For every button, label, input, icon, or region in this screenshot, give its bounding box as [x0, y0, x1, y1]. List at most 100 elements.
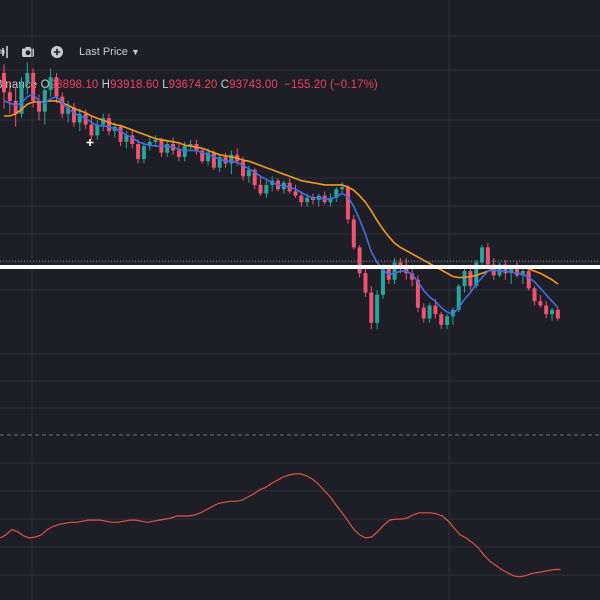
candle-body [375, 294, 380, 323]
indicator-line [0, 473, 561, 578]
ma-slow-line [4, 100, 559, 285]
candle-body [124, 135, 129, 142]
close-value: 93743.00 [229, 79, 278, 91]
candle-body [264, 184, 269, 194]
ma-fast-line [3, 93, 559, 316]
candle-body [293, 191, 298, 196]
low-label: L [162, 79, 169, 91]
candle-body [550, 309, 555, 315]
candle-body [77, 113, 82, 123]
candle-body [66, 107, 71, 114]
candle-body [415, 279, 420, 308]
candle-body [176, 150, 181, 157]
candle-body [380, 268, 385, 295]
candle-body [48, 77, 53, 91]
candle-body [480, 247, 485, 263]
candle-body [13, 100, 18, 114]
candle-body [258, 184, 263, 194]
change-value: −155.20 (−0.17%) [284, 79, 378, 91]
candle-body [95, 124, 100, 136]
candle-body [147, 141, 152, 147]
candle-body [334, 189, 339, 198]
candle-body [439, 314, 444, 325]
candle-body [19, 83, 24, 114]
candle-body [392, 262, 397, 280]
open-value: 93898.10 [49, 79, 99, 91]
candle-body [42, 90, 47, 112]
candle-body [206, 152, 211, 162]
high-label: H [101, 79, 111, 91]
candle-body [526, 271, 531, 289]
candle-body [515, 268, 520, 276]
candle-body [25, 72, 30, 84]
candle-body [223, 156, 228, 164]
candle-body [153, 139, 158, 142]
candle-body [544, 305, 549, 315]
candle-body [7, 92, 12, 101]
candle-body [538, 301, 543, 306]
candle-body [54, 77, 59, 97]
candle-body [474, 262, 479, 287]
price-mode-dropdown[interactable]: Last Price [79, 46, 128, 58]
ohlc-legend: Binance O93898.10 H93918.60 L93674.20 C9… [0, 79, 378, 91]
candle-body [229, 154, 234, 164]
close-label: C [220, 79, 230, 91]
candle-body [445, 316, 450, 325]
open-label: O [40, 79, 50, 91]
candle-body [427, 305, 432, 319]
camera-icon[interactable] [21, 45, 35, 59]
indicator-icon[interactable] [0, 45, 10, 59]
low-value: 93674.20 [168, 79, 218, 91]
candle-body [60, 96, 65, 114]
candle-body [310, 197, 315, 200]
candle-body [328, 197, 333, 203]
candle-body [404, 266, 409, 274]
candle-body [398, 262, 403, 267]
candle-body [71, 107, 76, 123]
candle-body [351, 219, 356, 248]
candle-body [211, 152, 216, 168]
candle-body [305, 197, 310, 203]
candle-body [532, 288, 537, 302]
candle-body [555, 309, 560, 319]
candle-body [188, 144, 193, 147]
candle-body [200, 150, 205, 162]
candle-body [246, 169, 251, 177]
candle-body [340, 187, 345, 190]
caret-down-icon[interactable]: ▼ [131, 47, 140, 57]
candle-body [363, 273, 368, 293]
candle-body [182, 146, 187, 157]
candle-body [217, 156, 222, 168]
high-value: 93918.60 [110, 79, 159, 91]
candle-body [462, 271, 467, 287]
candle-body [130, 135, 135, 144]
candle-body [345, 187, 350, 220]
candle-body [136, 144, 141, 160]
candle-body [509, 268, 514, 274]
candle-body [2, 72, 6, 93]
candle-body [101, 118, 106, 125]
candle-body [252, 169, 257, 185]
candle-body [31, 72, 36, 101]
candle-body [165, 144, 170, 153]
candle-body [433, 305, 438, 315]
crosshair-icon [86, 139, 94, 146]
candle-body [106, 118, 111, 132]
candle-body [520, 271, 525, 276]
price-line [0, 264, 600, 269]
candle-body [468, 271, 473, 287]
candle-body [299, 195, 304, 203]
chart-toolbar: Last Price ▼ [0, 36, 600, 68]
candle-body [497, 264, 502, 276]
candle-body [456, 286, 461, 310]
candle-body [89, 124, 94, 136]
candle-body [357, 247, 362, 274]
candle-body [141, 146, 146, 160]
candle-body [410, 273, 415, 280]
candle-body [83, 113, 88, 125]
add-icon[interactable] [50, 45, 64, 59]
candle-body [118, 126, 123, 142]
candle-body [241, 161, 246, 177]
candle-body [485, 247, 490, 265]
